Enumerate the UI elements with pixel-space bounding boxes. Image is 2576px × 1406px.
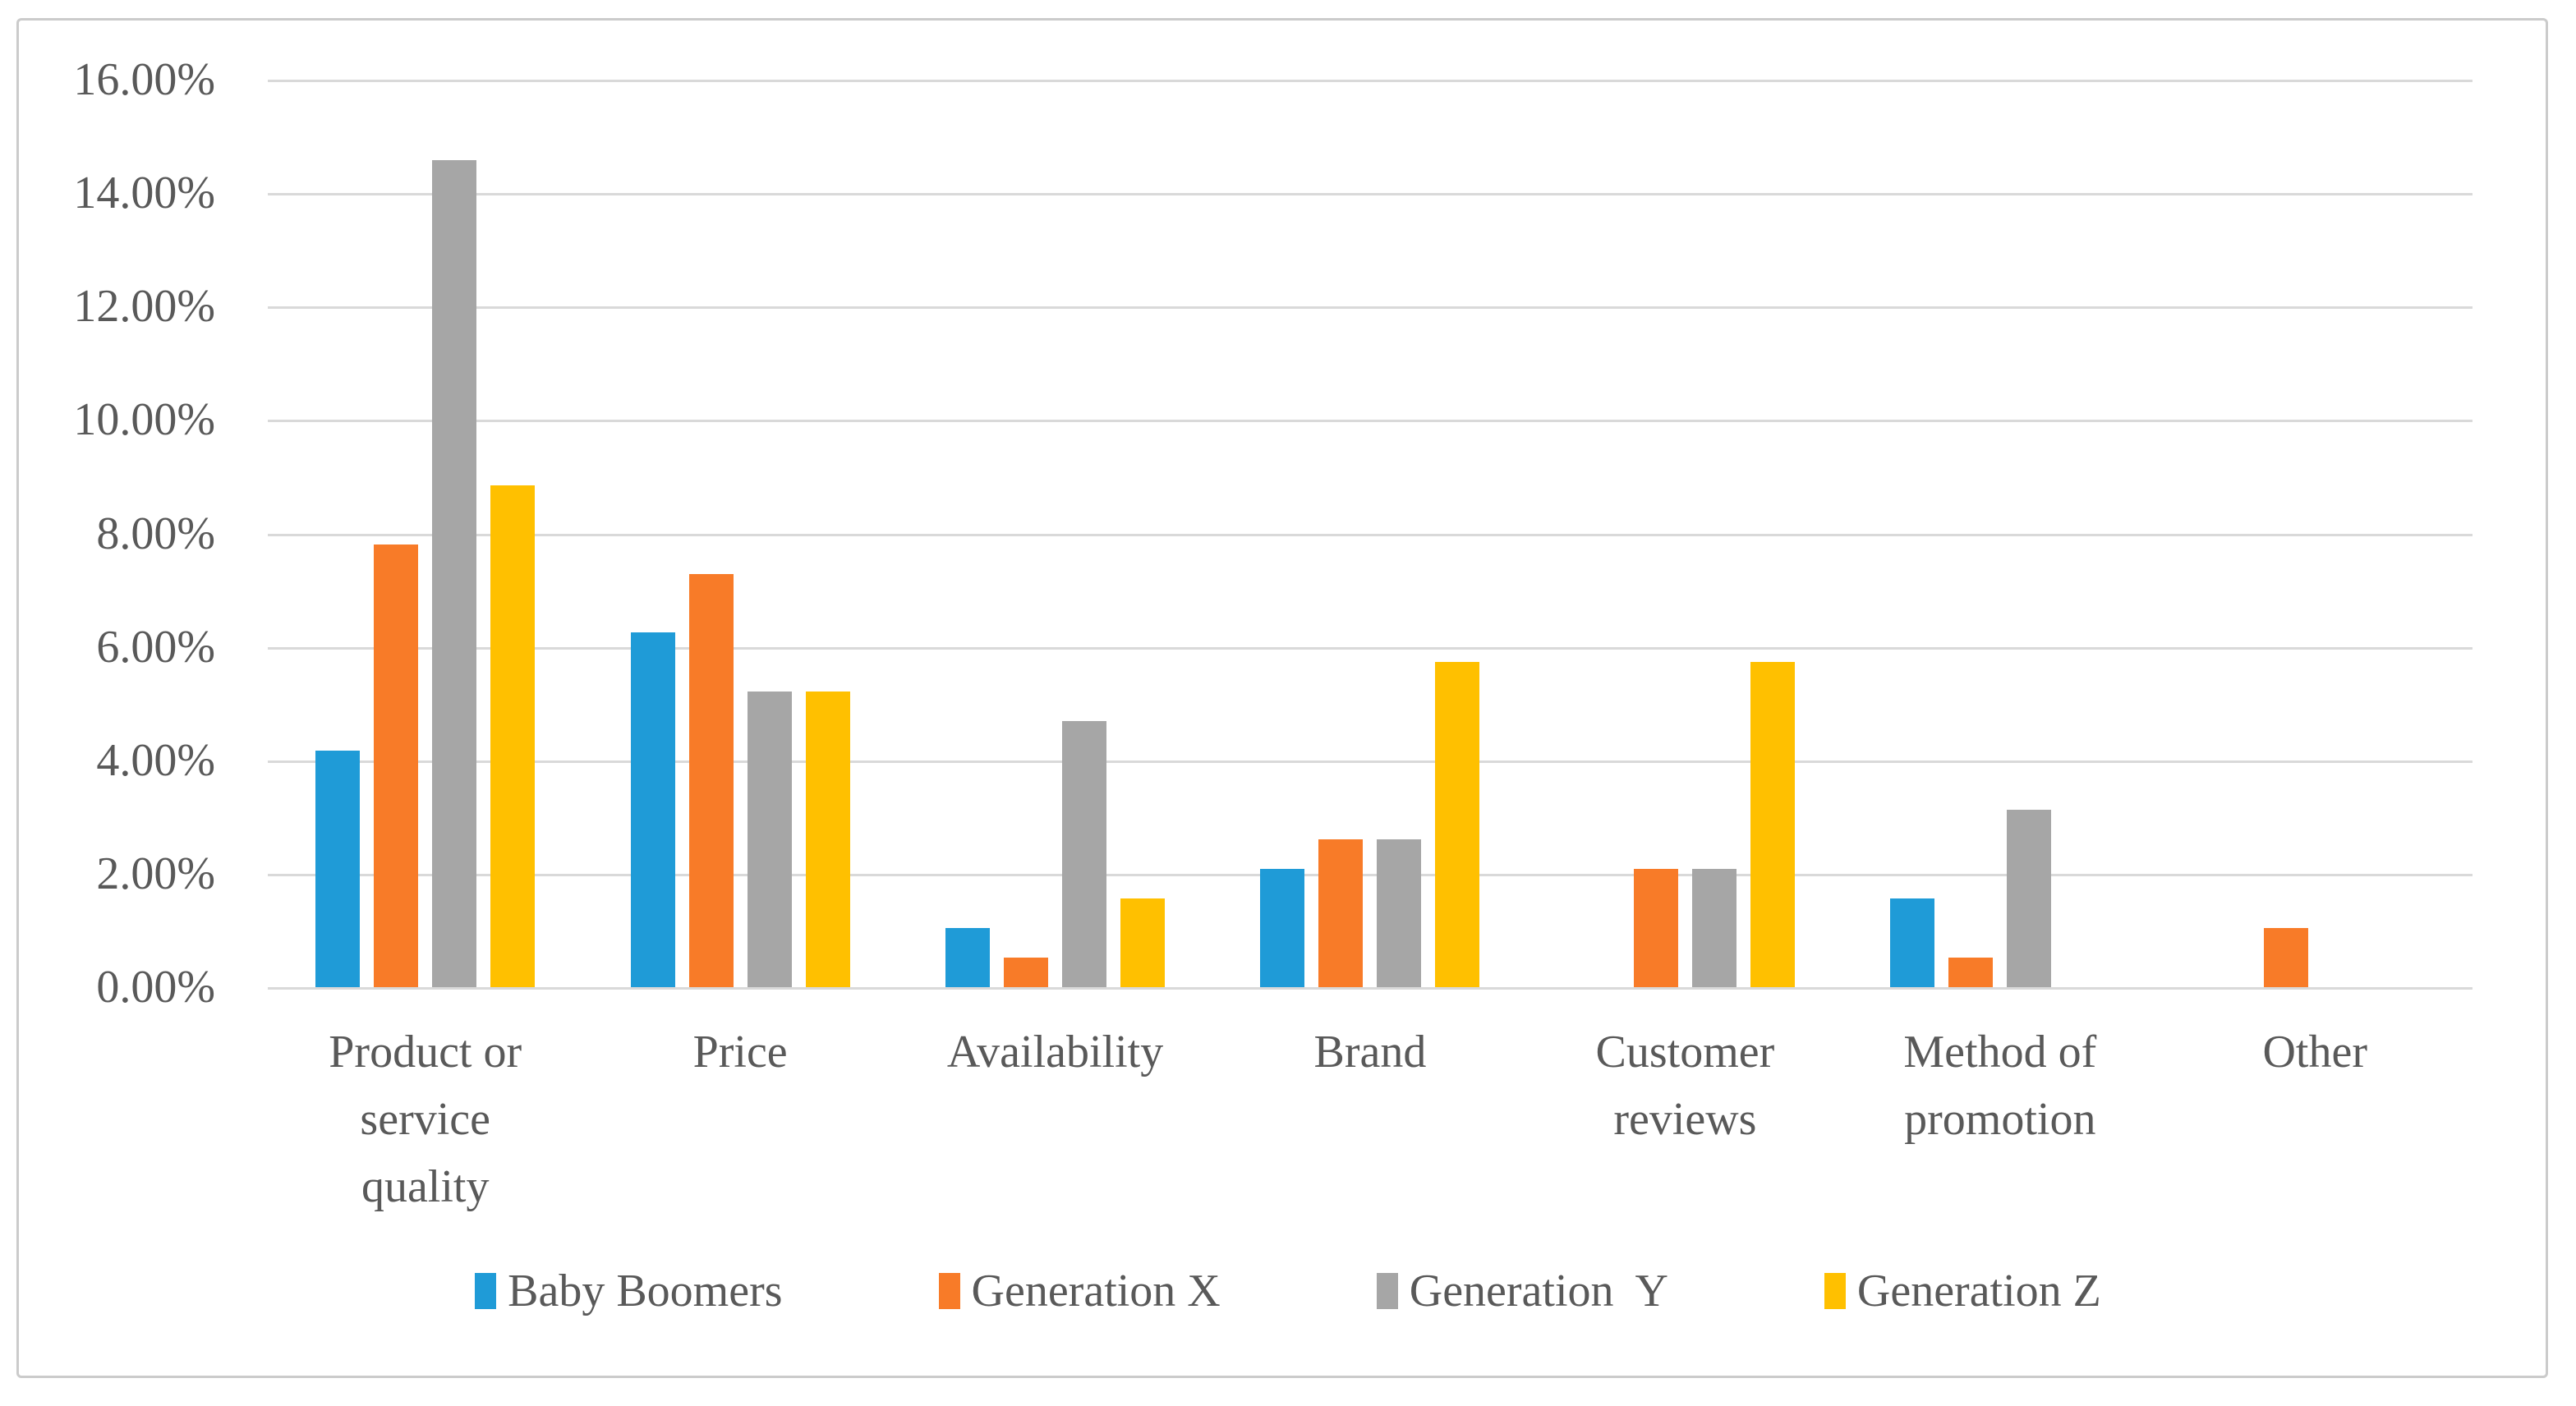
category-label-other: Other [2262, 1027, 2367, 1077]
bar-group-customer [1528, 80, 1842, 987]
gridline [268, 534, 2472, 536]
gridline [268, 874, 2472, 876]
bar-generation-y-customer [1691, 869, 1736, 987]
bar-generation-x-other [2263, 928, 2308, 987]
bar-generation-y-brand [1377, 839, 1422, 987]
legend-item-baby-boomers: Baby Boomers [475, 1265, 783, 1317]
bar-generation-x-method-of [1948, 958, 1994, 987]
bar-generation-x-customer [1633, 869, 1678, 987]
y-axis-tick-label: 10.00% [73, 394, 215, 445]
bar-generation-x-brand [1318, 839, 1364, 987]
legend-label: Generation Z [1856, 1266, 2101, 1316]
category-label-product-or: Product or service quality [329, 1027, 522, 1212]
bar-groups-row [268, 80, 2472, 987]
bar-group-availability [898, 80, 1212, 987]
bar-generation-z-customer [1750, 662, 1795, 987]
bar-generation-z-product-or [490, 485, 536, 987]
bar-group-other [2158, 80, 2472, 987]
bar-group-brand [1212, 80, 1527, 987]
gridline [268, 760, 2472, 763]
legend-label: Baby Boomers [508, 1266, 783, 1316]
bar-generation-y-price [747, 692, 792, 987]
legend-item-generation-z: Generation Z [1824, 1265, 2101, 1317]
legend-swatch-generation-z [1824, 1273, 1846, 1309]
bar-group-product-or [268, 80, 582, 987]
legend-swatch-baby-boomers [475, 1273, 497, 1309]
bar-baby-boomers-product-or [315, 751, 361, 987]
bar-group-method-of [1842, 80, 2157, 987]
legend-label: Generation X [971, 1266, 1221, 1316]
y-axis-tick-label: 14.00% [73, 168, 215, 218]
category-label-availability: Availability [946, 1027, 1164, 1077]
y-axis-tick-label: 8.00% [96, 508, 215, 559]
bar-generation-x-product-or [374, 544, 419, 987]
legend-swatch-generation-x [938, 1273, 960, 1309]
y-axis-tick-label: 12.00% [73, 281, 215, 332]
bar-generation-y-product-or [432, 160, 477, 987]
bar-baby-boomers-availability [945, 928, 991, 987]
bar-baby-boomers-price [630, 632, 675, 987]
legend-item-generation-x: Generation X [938, 1265, 1221, 1317]
category-label-method-of: Method of promotion [1903, 1027, 2097, 1145]
bar-baby-boomers-brand [1260, 869, 1305, 987]
y-axis-tick-label: 16.00% [73, 54, 215, 105]
bar-generation-y-method-of [2007, 810, 2052, 987]
bar-generation-x-availability [1004, 958, 1049, 987]
gridline [268, 193, 2472, 195]
legend-label: Generation Y [1409, 1266, 1668, 1316]
y-axis-tick-label: 6.00% [96, 622, 215, 673]
y-axis-tick-label: 2.00% [96, 848, 215, 899]
gridline [268, 647, 2472, 650]
bar-generation-y-availability [1062, 721, 1107, 987]
x-axis-baseline [268, 987, 2472, 990]
legend-item-generation-y: Generation Y [1376, 1265, 1668, 1317]
x-axis-category-labels: Product or service quality Price Availabil… [268, 1018, 2472, 1220]
y-axis-tick-label: 0.00% [96, 962, 215, 1013]
bar-generation-z-brand [1435, 662, 1480, 987]
category-label-brand: Brand [1313, 1027, 1427, 1077]
bar-generation-z-availability [1120, 898, 1166, 987]
category-label-price: Price [692, 1027, 788, 1077]
bar-baby-boomers-method-of [1890, 898, 1935, 987]
bar-group-price [582, 80, 897, 987]
legend-swatch-generation-y [1376, 1273, 1398, 1309]
y-axis-tick-label: 4.00% [96, 735, 215, 786]
category-label-customer: Customer reviews [1595, 1027, 1775, 1145]
bar-generation-x-price [688, 574, 734, 987]
chart-legend: Baby Boomers Generation X Generation Y Gene… [0, 1265, 2576, 1317]
gridline [268, 420, 2472, 422]
gridline [268, 80, 2472, 82]
plot-area [268, 80, 2472, 990]
gridline [268, 306, 2472, 309]
bar-generation-z-price [805, 692, 850, 987]
